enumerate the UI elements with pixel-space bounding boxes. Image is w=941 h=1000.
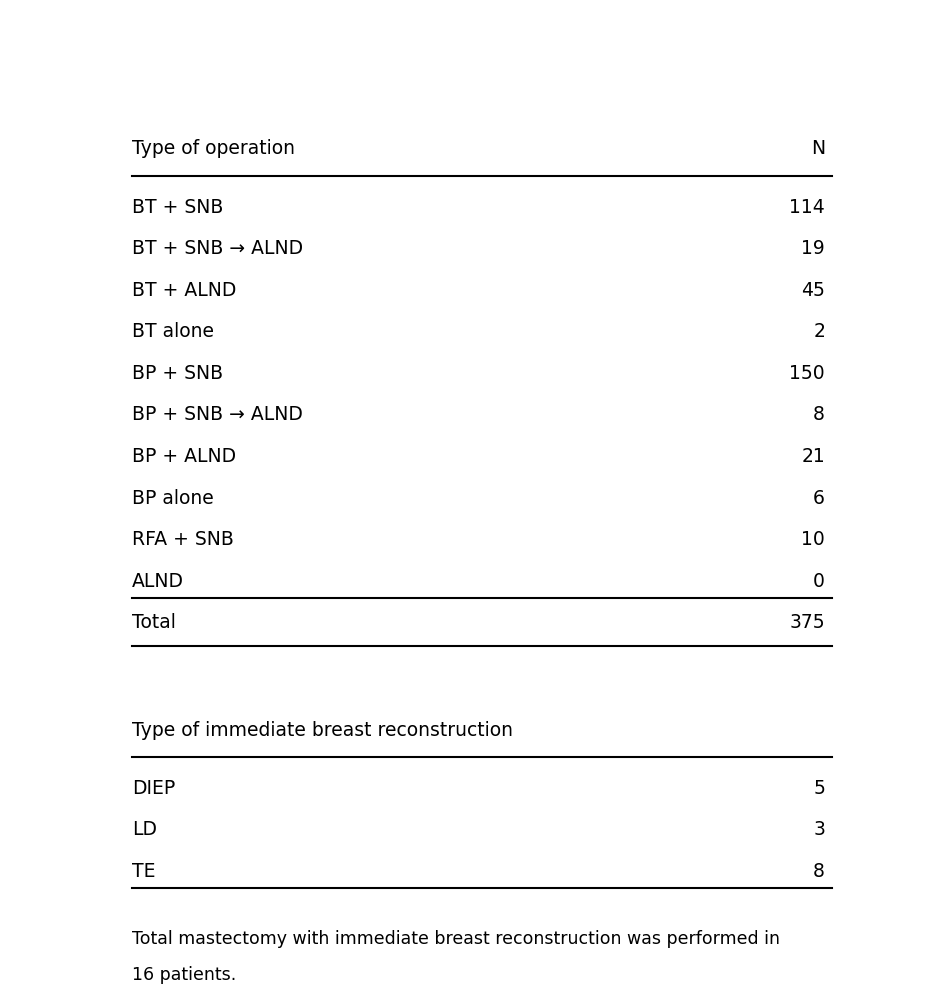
Text: Type of operation: Type of operation bbox=[132, 139, 295, 158]
Text: BT alone: BT alone bbox=[132, 322, 215, 341]
Text: 19: 19 bbox=[802, 239, 825, 258]
Text: 5: 5 bbox=[813, 779, 825, 798]
Text: N: N bbox=[811, 139, 825, 158]
Text: BT + ALND: BT + ALND bbox=[132, 281, 236, 300]
Text: ALND: ALND bbox=[132, 572, 184, 591]
Text: 114: 114 bbox=[789, 198, 825, 217]
Text: TE: TE bbox=[132, 862, 155, 881]
Text: 8: 8 bbox=[813, 405, 825, 424]
Text: BT + SNB → ALND: BT + SNB → ALND bbox=[132, 239, 303, 258]
Text: BP + SNB: BP + SNB bbox=[132, 364, 223, 383]
Text: RFA + SNB: RFA + SNB bbox=[132, 530, 234, 549]
Text: Type of immediate breast reconstruction: Type of immediate breast reconstruction bbox=[132, 721, 513, 740]
Text: 2: 2 bbox=[813, 322, 825, 341]
Text: 150: 150 bbox=[789, 364, 825, 383]
Text: 375: 375 bbox=[789, 613, 825, 632]
Text: 6: 6 bbox=[813, 489, 825, 508]
Text: 10: 10 bbox=[802, 530, 825, 549]
Text: 45: 45 bbox=[801, 281, 825, 300]
Text: BP + SNB → ALND: BP + SNB → ALND bbox=[132, 405, 303, 424]
Text: 21: 21 bbox=[802, 447, 825, 466]
Text: DIEP: DIEP bbox=[132, 779, 175, 798]
Text: 3: 3 bbox=[813, 820, 825, 839]
Text: 16 patients.: 16 patients. bbox=[132, 966, 236, 984]
Text: 0: 0 bbox=[813, 572, 825, 591]
Text: BT + SNB: BT + SNB bbox=[132, 198, 224, 217]
Text: LD: LD bbox=[132, 820, 157, 839]
Text: Total mastectomy with immediate breast reconstruction was performed in: Total mastectomy with immediate breast r… bbox=[132, 930, 780, 948]
Text: BP alone: BP alone bbox=[132, 489, 214, 508]
Text: BP + ALND: BP + ALND bbox=[132, 447, 236, 466]
Text: Total: Total bbox=[132, 613, 176, 632]
Text: 8: 8 bbox=[813, 862, 825, 881]
